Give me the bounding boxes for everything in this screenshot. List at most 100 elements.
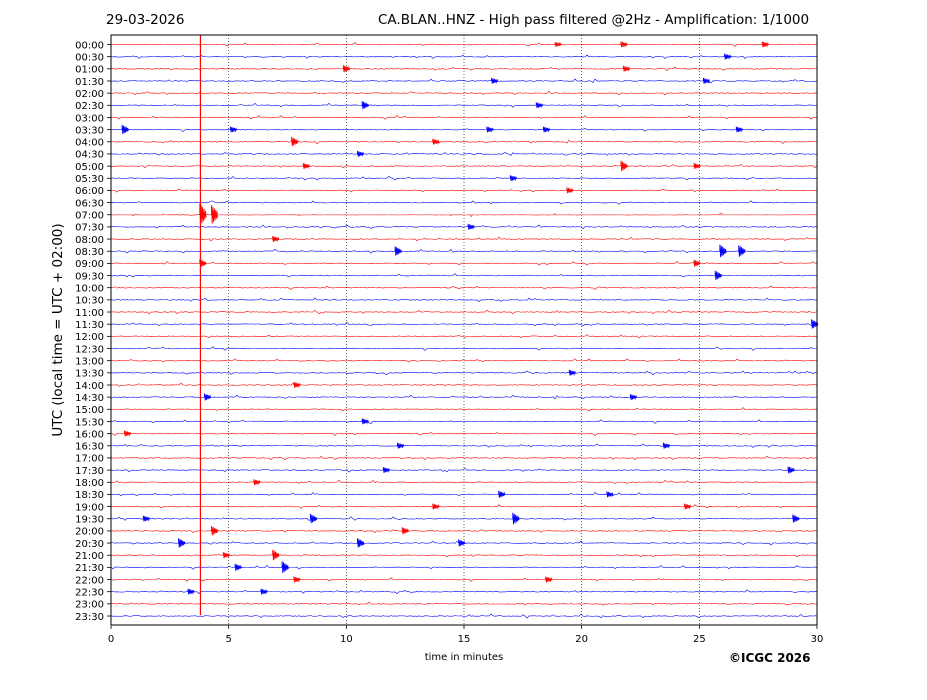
y-tick-label: 23:00 — [75, 600, 104, 611]
trace-row — [110, 492, 818, 497]
trace-row — [110, 358, 818, 363]
event-burst — [512, 512, 520, 525]
trace-row — [110, 613, 818, 619]
y-tick-label: 20:30 — [75, 539, 104, 550]
x-tick-label: 30 — [811, 634, 824, 645]
y-tick-label: 13:30 — [75, 369, 104, 380]
event-burst — [787, 466, 795, 474]
copyright-label: ©ICGC 2026 — [729, 651, 811, 665]
trace-row — [110, 102, 818, 108]
y-tick-label: 14:00 — [75, 381, 104, 392]
event-burst — [382, 467, 391, 474]
event-burst — [394, 246, 402, 256]
event-burst — [293, 381, 301, 388]
x-tick-label: 20 — [575, 634, 588, 645]
event-burst — [142, 515, 151, 522]
y-tick-label: 12:00 — [75, 332, 104, 343]
event-burst — [281, 561, 289, 573]
event-burst — [738, 245, 746, 257]
y-tick-label: 10:30 — [75, 296, 104, 307]
x-tick-label: 15 — [458, 634, 471, 645]
trace-row — [110, 431, 818, 436]
event-burst — [272, 236, 280, 242]
event-burst — [272, 549, 280, 561]
event-burst — [498, 490, 506, 498]
event-burst — [629, 394, 638, 401]
trace-row — [110, 236, 818, 242]
trace-row — [110, 589, 818, 595]
trace-row — [110, 297, 818, 303]
trace-row — [110, 479, 818, 484]
y-tick-label: 13:00 — [75, 356, 104, 367]
trace-row — [110, 175, 818, 181]
y-tick-label: 09:30 — [75, 271, 104, 282]
y-tick-label: 17:00 — [75, 454, 104, 465]
y-tick-label: 05:00 — [75, 162, 104, 173]
trace-row — [110, 346, 817, 351]
y-tick-label: 22:30 — [75, 588, 104, 599]
y-tick-label: 14:30 — [75, 393, 104, 404]
event-burst — [458, 539, 466, 547]
y-tick-label: 03:00 — [75, 113, 104, 124]
y-tick-label: 11:00 — [75, 308, 104, 319]
y-tick-label: 09:00 — [75, 259, 104, 270]
event-burst — [566, 187, 574, 194]
y-tick-label: 06:00 — [75, 186, 104, 197]
event-burst — [432, 503, 440, 510]
y-tick-label: 01:30 — [75, 77, 104, 88]
trace-row — [110, 419, 818, 424]
trace-row — [110, 42, 818, 47]
trace-row — [110, 200, 818, 205]
event-burst — [361, 418, 369, 425]
y-tick-label: 19:30 — [75, 515, 104, 526]
trace-row — [110, 516, 818, 521]
trace-row — [110, 115, 818, 120]
y-tick-label: 00:30 — [75, 52, 104, 63]
event-burst — [309, 513, 318, 524]
event-burst — [693, 259, 701, 267]
trace-row — [110, 309, 818, 315]
event-burst — [432, 138, 440, 145]
event-burst — [211, 526, 219, 536]
event-burst — [509, 175, 518, 182]
y-tick-label: 18:30 — [75, 490, 104, 501]
trace-row — [110, 382, 818, 387]
event-burst — [357, 150, 365, 157]
trace-row — [110, 601, 818, 606]
trace-row — [110, 321, 818, 327]
trace-row — [110, 224, 818, 230]
y-tick-label: 19:00 — [75, 502, 104, 513]
trace-row — [110, 127, 818, 132]
event-burst — [535, 102, 544, 109]
trace-row — [110, 66, 818, 71]
trace-row — [110, 577, 818, 582]
event-burst — [234, 563, 242, 571]
y-axis-label: UTC (local time = UTC + 02:00) — [50, 223, 66, 436]
y-tick-label: 15:30 — [75, 417, 104, 428]
event-layer — [111, 35, 819, 615]
y-tick-label: 21:00 — [75, 551, 104, 562]
y-tick-label: 20:00 — [75, 527, 104, 538]
trace-row — [110, 90, 818, 96]
y-tick-label: 10:00 — [75, 284, 104, 295]
y-tick-label: 05:30 — [75, 174, 104, 185]
trace-row — [110, 334, 818, 339]
y-tick-label: 04:00 — [75, 138, 104, 149]
event-burst — [554, 41, 562, 47]
trace-row — [110, 407, 818, 412]
event-burst — [486, 126, 494, 133]
event-burst — [397, 442, 405, 449]
y-tick-label: 03:30 — [75, 125, 104, 136]
trace-row — [110, 152, 818, 156]
trace-row — [110, 504, 818, 509]
y-tick-label: 02:30 — [75, 101, 104, 112]
y-tick-label: 11:30 — [75, 320, 104, 331]
y-tick-label: 23:30 — [75, 612, 104, 623]
event-burst — [357, 538, 365, 548]
event-burst — [291, 136, 299, 147]
event-burst — [121, 124, 129, 135]
y-tick-label: 18:00 — [75, 478, 104, 489]
event-burst — [620, 160, 628, 172]
